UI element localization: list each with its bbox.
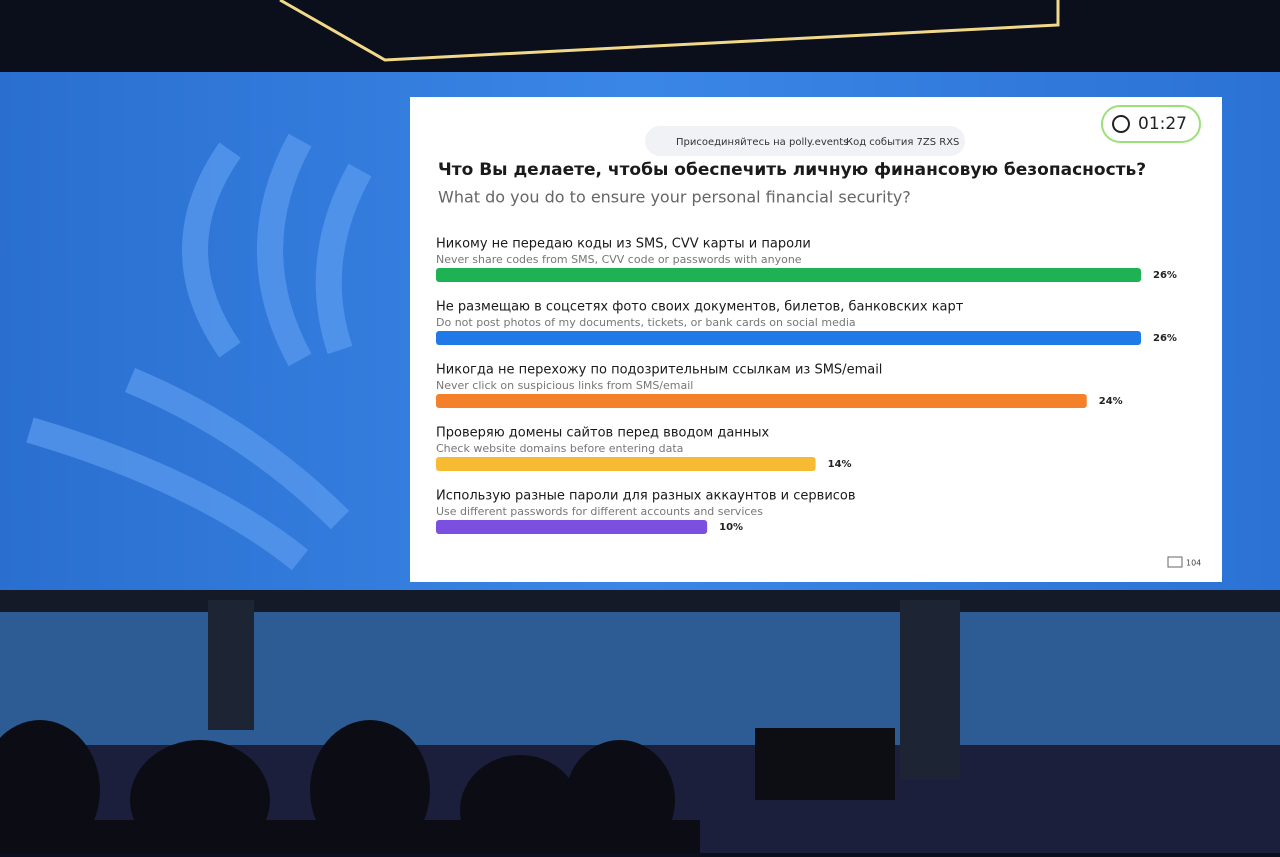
backdrop-logo (26, 133, 372, 571)
bar (436, 394, 1087, 408)
join-text: Присоединяйтесь на polly.events (676, 137, 848, 148)
category-label: Не размещаю в соцсетях фото своих докуме… (436, 300, 964, 315)
timer: 01:27 (1138, 114, 1187, 134)
category-label: Использую разные пароли для разных аккау… (436, 489, 856, 504)
bar (436, 331, 1141, 345)
value-label: 10% (719, 522, 743, 533)
speaker-right (900, 600, 960, 780)
stage-lights (0, 590, 1280, 612)
bar (436, 520, 708, 534)
chart-subtitle: What do you do to ensure your personal f… (438, 188, 911, 207)
truss (279, 0, 1060, 62)
bars: Никому не передаю коды из SMS, CVV карты… (436, 237, 1177, 534)
category-label: Никому не передаю коды из SMS, CVV карты… (436, 237, 811, 252)
category-translation: Use different passwords for different ac… (436, 505, 763, 518)
event-code: Код события 7ZS RXS (846, 137, 959, 148)
bar (436, 457, 816, 471)
chart-title: Что Вы делаете, чтобы обеспечить личную … (438, 160, 1146, 180)
timer-pill (1101, 105, 1201, 143)
participants: 104 (1186, 559, 1201, 568)
value-label: 26% (1153, 333, 1177, 344)
value-label: 24% (1099, 396, 1123, 407)
category-translation: Check website domains before entering da… (436, 442, 683, 455)
category-translation: Never click on suspicious links from SMS… (436, 379, 693, 392)
value-label: 14% (828, 459, 852, 470)
participants-icon (1167, 556, 1183, 568)
bar (436, 268, 1141, 282)
timer-icon (1112, 115, 1130, 133)
category-label: Никогда не перехожу по подозрительным сс… (436, 363, 882, 378)
speaker-left (208, 600, 254, 730)
join-pill (645, 126, 965, 156)
value-label: 26% (1153, 270, 1177, 281)
podium (755, 728, 895, 800)
category-translation: Do not post photos of my documents, tick… (436, 316, 856, 329)
audience (0, 720, 700, 857)
category-translation: Never share codes from SMS, CVV code or … (436, 253, 802, 266)
stage-wall (0, 600, 1280, 750)
category-label: Проверяю домены сайтов перед вводом данн… (436, 426, 770, 441)
